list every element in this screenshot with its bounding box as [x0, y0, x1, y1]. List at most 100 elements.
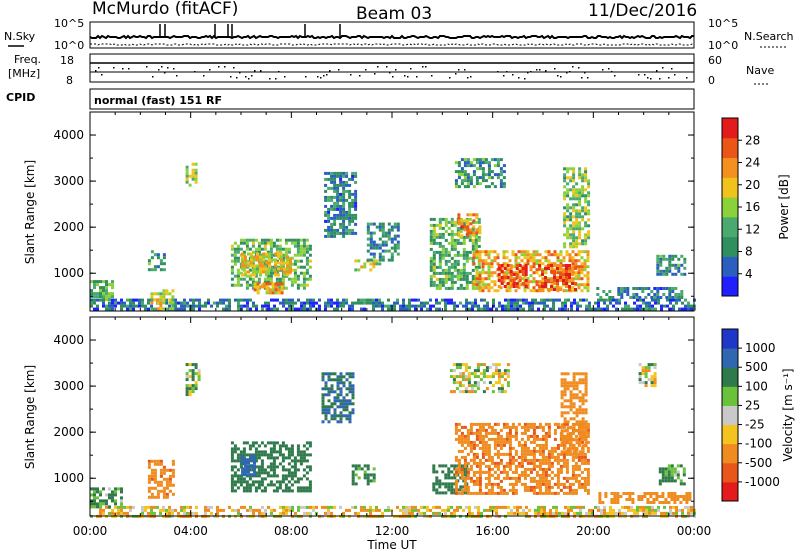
- freq-label-line1: Freq.: [14, 53, 41, 66]
- velocity-colorbar-tick: -25: [745, 418, 765, 432]
- velocity-patch-6: [321, 372, 355, 424]
- power-patch-10: [366, 222, 400, 262]
- power-patch-0: [90, 298, 696, 311]
- velocity-patch-4: [230, 441, 312, 493]
- x-axis-label: Time UT: [366, 538, 417, 552]
- x-axis: 00:00 04:00 08:00 12:00 16:00 20:00 00:00: [73, 524, 712, 538]
- velocity-colorbar-swatch: [722, 386, 738, 406]
- velocity-colorbar-tick: 1000: [745, 341, 776, 355]
- power-colorbar-swatch: [722, 137, 738, 159]
- station-title: McMurdo (fitACF): [92, 0, 238, 19]
- velocity-colorbar-swatch: [722, 481, 738, 502]
- power-colorbar-swatch: [722, 276, 738, 297]
- nsearch-tick-top: 10^5: [708, 17, 738, 30]
- x-tick-label: 04:00: [173, 524, 208, 538]
- power-patch-3: [147, 250, 166, 272]
- velocity-colorbar-tick: 500: [745, 360, 768, 374]
- power-colorbar-tick: 12: [745, 222, 760, 236]
- nave-tick-bottom: 0: [708, 74, 715, 87]
- velocity-ytick: 2000: [53, 425, 84, 439]
- velocity-colorbar-tick: 25: [745, 398, 760, 412]
- velocity-patch-9: [454, 422, 590, 495]
- power-patch-1: [90, 280, 114, 302]
- velocity-patch-11: [560, 372, 588, 454]
- cpid-value: normal (fast) 151 RF: [94, 94, 222, 107]
- x-tick-label: 00:00: [677, 524, 712, 538]
- power-patch-6: [241, 252, 292, 277]
- power-colorbar-swatch: [722, 197, 738, 218]
- power-colorbar-swatch: [722, 118, 738, 139]
- power-colorbar-tick: 16: [745, 200, 760, 214]
- velocity-patch-12: [598, 492, 692, 504]
- power-patch-2: [150, 289, 175, 311]
- power-ylabel: Slant Range [km]: [23, 160, 37, 264]
- power-patch-15: [538, 264, 577, 291]
- power-patch-14: [497, 264, 528, 288]
- power-colorbar-swatch: [722, 256, 738, 277]
- power-colorbar-tick: 8: [745, 245, 753, 259]
- velocity-patch-7: [351, 464, 376, 486]
- power-colorbar-swatch: [722, 216, 738, 238]
- velocity-patch-14: [638, 363, 657, 388]
- velocity-colorbar-swatch: [722, 405, 738, 426]
- freq-nave-panel: Freq. [MHz] 18 8 60 0 Nave: [8, 53, 774, 87]
- x-tick-label: 08:00: [274, 524, 309, 538]
- velocity-ytick: 3000: [53, 379, 84, 393]
- velocity-colorbar-swatch: [722, 329, 738, 349]
- nsky-tick-top: 10^5: [54, 17, 84, 30]
- power-colorbar-tick: 28: [745, 133, 760, 147]
- power-patch-19: [656, 254, 687, 276]
- power-ytick: 2000: [53, 220, 84, 234]
- power-patch-8: [324, 171, 358, 238]
- x-tick-label: 16:00: [475, 524, 510, 538]
- velocity-patch-3: [185, 363, 201, 397]
- power-patch-7: [253, 282, 284, 295]
- power-ytick: 3000: [53, 174, 84, 188]
- velocity-ytick: 1000: [53, 471, 84, 485]
- power-ytick: 1000: [53, 266, 84, 280]
- velocity-patch-13: [658, 464, 686, 486]
- power-colorbar-tick: 4: [745, 267, 753, 281]
- velocity-colorbar-label: Velocity [m s⁻¹]: [781, 368, 795, 461]
- velocity-colorbar-swatch: [722, 367, 738, 387]
- power-ytick: 4000: [53, 128, 84, 142]
- velocity-colorbar-tick: -100: [745, 437, 772, 451]
- nave-label: Nave: [746, 64, 774, 77]
- power-colorbar-swatch: [722, 157, 738, 178]
- velocity-patch-10: [449, 363, 510, 394]
- power-colorbar-label: Power [dB]: [777, 174, 791, 239]
- date-title: 11/Dec/2016: [588, 1, 697, 21]
- velocity-colorbar-swatch: [722, 443, 738, 464]
- velocity-patch-1: [90, 487, 123, 509]
- nave-tick-top: 60: [708, 54, 722, 67]
- velocity-colorbar-swatch: [722, 462, 738, 483]
- nsky-tick-bottom: 10^0: [54, 39, 84, 52]
- power-patch-16: [454, 158, 506, 189]
- power-patch-17: [563, 167, 591, 249]
- freq-label-line2: [MHz]: [8, 67, 40, 80]
- power-panel: 4000 3000 2000 1000 Slant Range [km]: [23, 111, 696, 312]
- power-colorbar-tick: 24: [745, 156, 760, 170]
- x-tick-label: 12:00: [375, 524, 410, 538]
- power-patch-4: [185, 162, 198, 187]
- sky-search-panel: N.Sky 10^5 10^0 10^5 10^0 N.Search: [4, 17, 794, 52]
- power-colorbar-tick: 20: [745, 178, 760, 192]
- velocity-ytick: 4000: [53, 333, 84, 347]
- power-patch-18: [596, 287, 684, 299]
- power-colorbar: 28 24 20 16 12 8 4 Power [dB]: [721, 117, 791, 297]
- velocity-colorbar-swatch: [722, 348, 738, 368]
- freq-tick-top: 18: [60, 54, 74, 67]
- velocity-patch-5: [241, 455, 256, 477]
- power-colorbar-swatch: [722, 177, 738, 198]
- nsearch-tick-bottom: 10^0: [708, 39, 738, 52]
- freq-tick-bottom: 8: [66, 74, 73, 87]
- power-patch-12: [457, 213, 482, 238]
- velocity-colorbar-swatch: [722, 424, 738, 445]
- velocity-panel: 4000 3000 2000 1000 Slant Range [km]: [23, 316, 696, 518]
- velocity-patch-2: [147, 459, 175, 499]
- beam-title: Beam 03: [356, 4, 432, 24]
- cpid-label: CPID: [6, 91, 35, 104]
- velocity-colorbar-tick: 100: [745, 379, 768, 393]
- x-tick-label: 00:00: [73, 524, 108, 538]
